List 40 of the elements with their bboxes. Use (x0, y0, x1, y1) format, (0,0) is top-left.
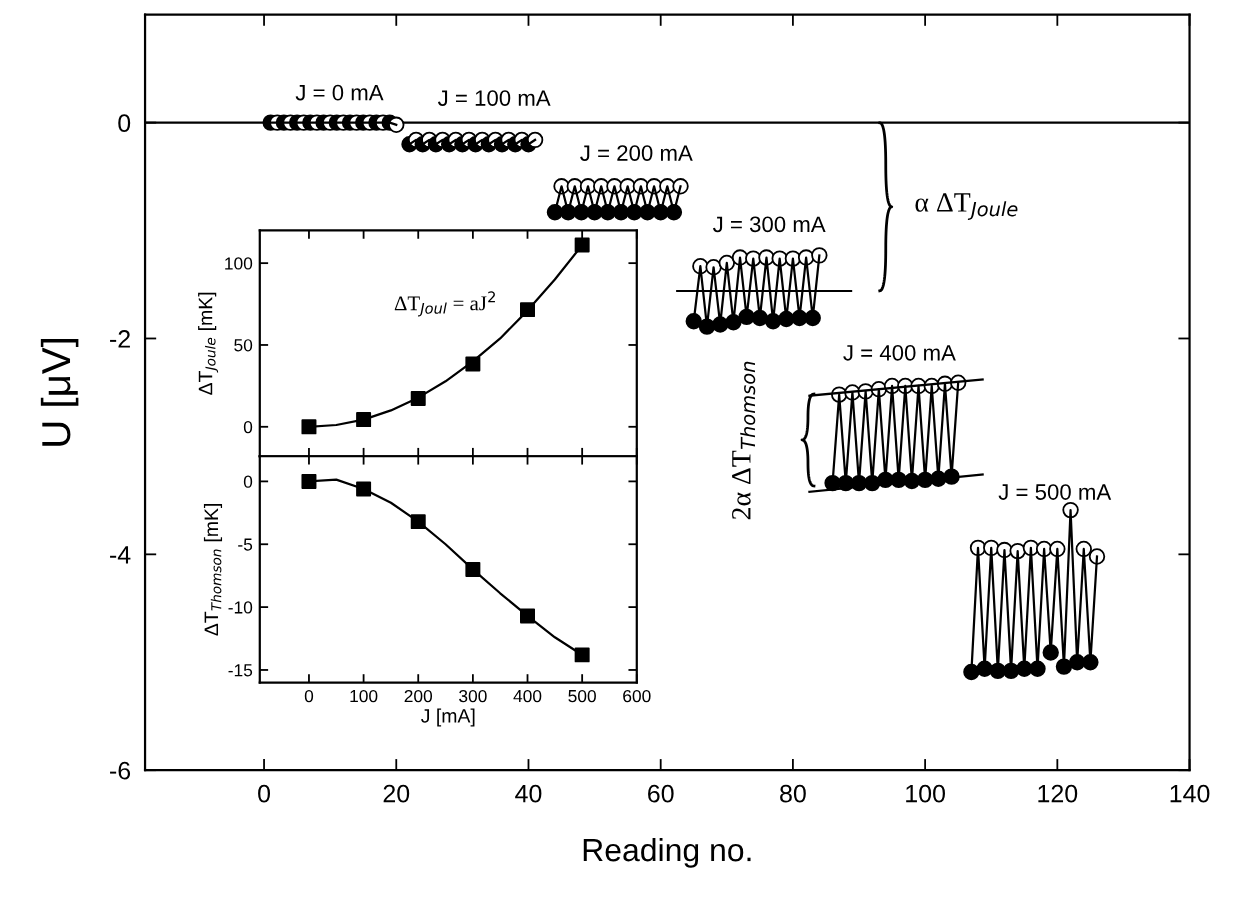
x-tick-label: 20 (383, 784, 410, 803)
annotation: α ΔT$_{Joule}$ (915, 193, 1018, 220)
x-tick-label: 80 (780, 784, 806, 803)
annotation: J = 400 mA (843, 344, 956, 361)
x-tick-label: 140 (1170, 784, 1210, 803)
y-tick-label: -5 (238, 538, 253, 551)
x-axis-title: Reading no. (583, 837, 751, 868)
annotation: J = 100 mA (437, 90, 551, 106)
x-tick-label: 100 (350, 689, 378, 703)
y-tick-label: -6 (110, 761, 131, 780)
y-axis-title: U [μV] (40, 338, 79, 446)
annotation: J = 300 mA (712, 216, 826, 233)
x-tick-label: 0 (304, 689, 314, 703)
y-tick-label: 100 (225, 257, 253, 270)
annotation: ΔT$_{Joul}$ = aJ$^{2}$ (394, 291, 495, 317)
annotation: 2α ΔT$_{Thomson}$ (732, 361, 756, 520)
x-tick-label: 0 (258, 784, 271, 803)
annotation: J = 0 mA (295, 84, 384, 101)
y-tick-label: -4 (110, 546, 131, 564)
y-axis-title: ΔT$_{Thomson}$ [mK] (203, 504, 223, 636)
annotation: J = 200 mA (580, 145, 693, 161)
x-tick-label: 400 (513, 689, 542, 703)
y-tick-label: 0 (243, 475, 253, 488)
y-tick-label: 50 (234, 339, 253, 352)
y-tick-label: -15 (228, 664, 253, 677)
x-tick-label: 200 (404, 689, 433, 703)
y-tick-label: -2 (110, 330, 130, 348)
x-tick-label: 100 (906, 784, 945, 803)
x-axis-title: J [mA] (421, 708, 475, 727)
annotation: J = 500 mA (998, 484, 1112, 500)
x-tick-label: 60 (648, 784, 674, 803)
x-tick-label: 600 (623, 689, 651, 703)
y-tick-label: 0 (118, 114, 131, 132)
x-tick-label: 40 (515, 784, 542, 803)
y-tick-label: -10 (228, 601, 253, 614)
y-axis-title: ΔT$_{Joule}$ [mK] (198, 292, 219, 395)
x-tick-label: 500 (568, 689, 596, 703)
y-tick-label: 0 (243, 420, 253, 434)
x-tick-label: 120 (1038, 784, 1078, 803)
x-tick-label: 300 (459, 689, 487, 703)
